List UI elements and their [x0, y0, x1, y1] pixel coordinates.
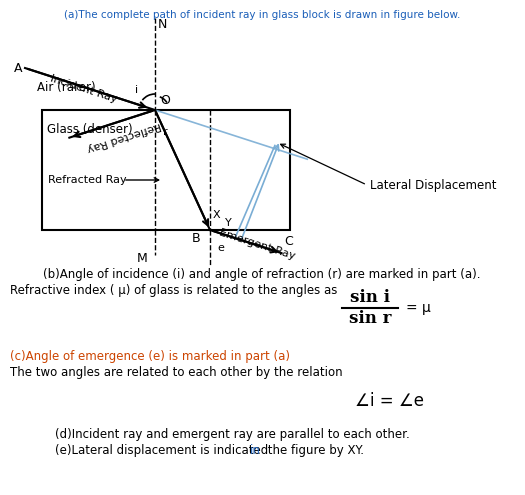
Text: O: O — [160, 94, 170, 107]
Text: Reflected Ray: Reflected Ray — [86, 120, 162, 153]
Text: M: M — [137, 252, 148, 265]
Text: B: B — [192, 232, 201, 245]
Text: A: A — [14, 61, 22, 75]
Bar — [42, 110, 290, 230]
Text: Emergent Ray: Emergent Ray — [218, 228, 297, 262]
Text: Refracted Ray: Refracted Ray — [48, 175, 127, 185]
Text: Glass (denser): Glass (denser) — [47, 123, 133, 137]
Text: sin r: sin r — [349, 310, 391, 327]
Text: Y: Y — [225, 218, 232, 228]
Text: Refractive index ( μ) of glass is related to the angles as: Refractive index ( μ) of glass is relate… — [10, 284, 338, 297]
Text: (a)The complete path of incident ray in glass block is drawn in figure below.: (a)The complete path of incident ray in … — [64, 10, 460, 20]
Text: (d)Incident ray and emergent ray are parallel to each other.: (d)Incident ray and emergent ray are par… — [55, 428, 410, 441]
Text: r: r — [163, 127, 167, 137]
Text: = μ: = μ — [406, 301, 430, 315]
Text: ∠i = ∠e: ∠i = ∠e — [355, 392, 424, 410]
Text: in: in — [250, 444, 261, 457]
Text: (b)Angle of incidence (i) and angle of refraction (r) are marked in part (a).: (b)Angle of incidence (i) and angle of r… — [43, 268, 481, 281]
Text: the figure by XY.: the figure by XY. — [264, 444, 364, 457]
Text: e: e — [217, 243, 225, 253]
Text: N: N — [158, 18, 167, 31]
Text: The two angles are related to each other by the relation: The two angles are related to each other… — [10, 366, 343, 379]
Text: Lateral Displacement: Lateral Displacement — [370, 179, 497, 192]
Text: (c)Angle of emergence (e) is marked in part (a): (c)Angle of emergence (e) is marked in p… — [10, 350, 290, 363]
Text: C: C — [285, 235, 293, 248]
Text: i: i — [135, 85, 139, 95]
Text: Incident Ray: Incident Ray — [49, 74, 118, 105]
Text: sin i: sin i — [350, 289, 390, 306]
Text: (e)Lateral displacement is indicated: (e)Lateral displacement is indicated — [55, 444, 272, 457]
Text: Air (rarer): Air (rarer) — [37, 82, 96, 95]
Text: X: X — [213, 210, 220, 220]
